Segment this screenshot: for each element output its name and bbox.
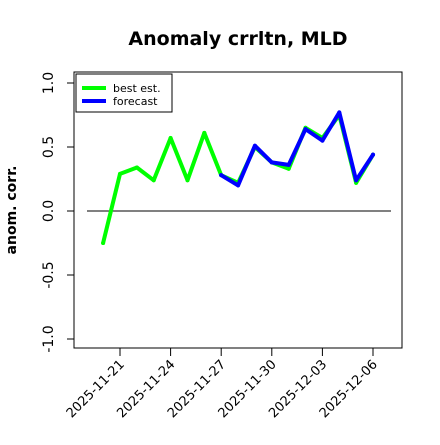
- data-point: [286, 162, 291, 167]
- data-point: [252, 143, 257, 148]
- data-point: [269, 160, 274, 165]
- data-point: [354, 178, 359, 183]
- data-point: [101, 241, 106, 245]
- data-point: [286, 166, 291, 171]
- data-point: [118, 171, 122, 176]
- data-point: [134, 165, 139, 170]
- plot-frame: [73, 71, 403, 349]
- y-tick-label: 1.0: [41, 72, 57, 94]
- data-point: [236, 183, 241, 188]
- legend-label-best-est: best est.: [113, 82, 161, 95]
- y-tick-label: 0.0: [41, 200, 57, 222]
- data-point: [219, 173, 224, 178]
- legend: best est. forecast: [75, 73, 173, 113]
- data-point: [151, 178, 156, 183]
- data-point: [303, 127, 308, 132]
- chart-title: Anomaly crrltn, MLD: [128, 28, 347, 50]
- chart-marks: -1.0-0.50.00.51.02025-11-212025-11-24202…: [41, 72, 391, 421]
- y-tick-label: -0.5: [41, 261, 57, 288]
- data-point: [320, 138, 325, 143]
- data-point: [371, 152, 375, 157]
- y-axis-label: anom. corr.: [4, 166, 20, 255]
- y-tick-label: 0.5: [41, 136, 57, 158]
- data-point: [337, 110, 342, 115]
- legend-label-forecast: forecast: [113, 95, 158, 108]
- y-tick-label: -1.0: [41, 325, 57, 352]
- legend-box: [75, 73, 173, 113]
- series-line-best-est: [101, 113, 375, 245]
- data-point: [168, 136, 173, 141]
- series-line-forecast: [219, 110, 375, 188]
- data-point: [185, 178, 190, 183]
- data-point: [202, 130, 207, 135]
